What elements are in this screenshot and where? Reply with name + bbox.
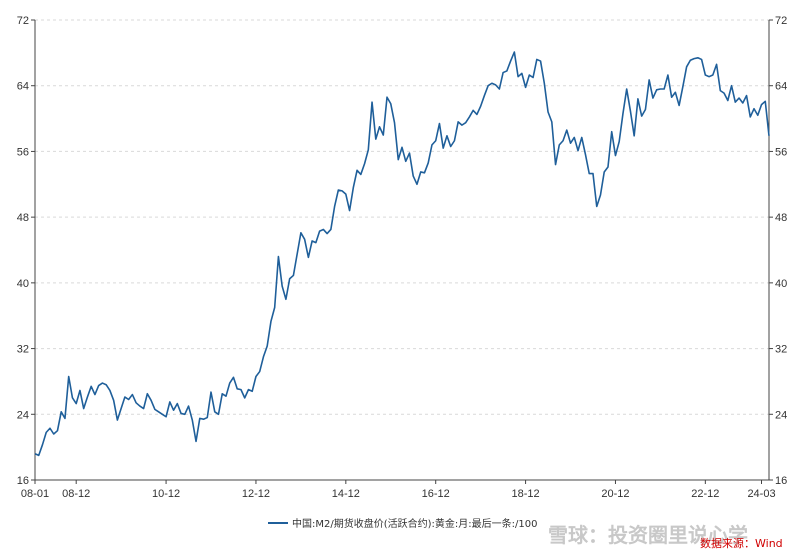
y-tick-label: 32 [775, 344, 787, 356]
y-tick-label: 16 [17, 475, 29, 487]
y-tick-label: 56 [775, 146, 787, 158]
y-tick-label: 56 [17, 146, 29, 158]
y-tick-label: 32 [17, 344, 29, 356]
series-line-0 [34, 51, 770, 457]
y-tick-label: 48 [775, 212, 787, 224]
x-tick-label: 20-12 [601, 488, 629, 500]
y-tick-labels-right: 16 24 32 40 48 56 64 72 [775, 15, 787, 487]
y-tick-label: 48 [17, 212, 29, 224]
x-tick-label: 16-12 [422, 488, 450, 500]
x-tick-label: 14-12 [332, 488, 360, 500]
watermark: 雪球：投资圈里说心学 [548, 523, 748, 547]
y-tick-label: 40 [17, 278, 29, 290]
y-tick-label: 24 [17, 409, 29, 421]
y-tick-label: 72 [17, 15, 29, 27]
gridlines [31, 19, 773, 481]
y-tick-label: 40 [775, 278, 787, 290]
y-tick-labels-left: 16 24 32 40 48 56 64 72 [17, 15, 29, 487]
x-tick-label: 12-12 [242, 488, 270, 500]
x-tick-label: 18-12 [512, 488, 540, 500]
legend-label: 中国:M2/期货收盘价(活跃合约):黄金:月:最后一条:/100 [292, 517, 537, 530]
series-lines [34, 51, 770, 457]
x-tick-label: 08-12 [62, 488, 90, 500]
x-tick-label: 08-01 [21, 488, 49, 500]
y-tick-label: 64 [775, 81, 787, 93]
y-tick-label: 24 [775, 409, 787, 421]
y-tick-label: 16 [775, 475, 787, 487]
x-tick-label: 10-12 [152, 488, 180, 500]
data-source-label: 数据来源：Wind [700, 536, 783, 550]
x-tick-labels: 08-01 08-12 10-12 12-12 14-12 16-12 18-12 20-12… [21, 480, 776, 500]
legend: 中国:M2/期货收盘价(活跃合约):黄金:月:最后一条:/100 [268, 517, 537, 530]
x-tick-label: 22-12 [691, 488, 719, 500]
y-tick-label: 64 [17, 81, 29, 93]
x-tick-label: 24-03 [747, 488, 775, 500]
y-tick-label: 72 [775, 15, 787, 27]
